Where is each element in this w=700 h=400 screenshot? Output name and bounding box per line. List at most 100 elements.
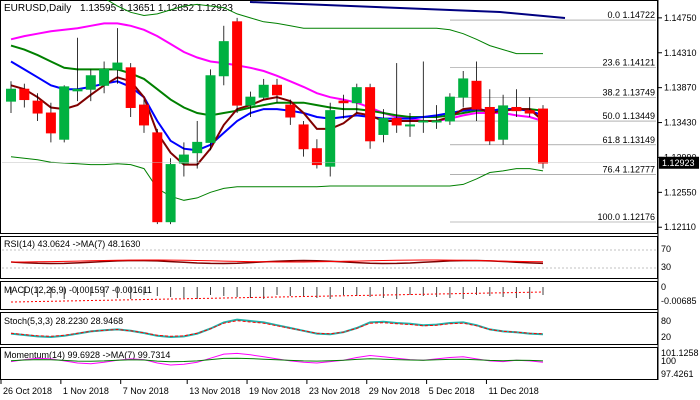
bull-candle-body [444, 96, 455, 122]
bull-candle-body [431, 120, 442, 123]
bear-candle-body [285, 104, 296, 118]
candle-7 [99, 61, 110, 94]
candle-32 [431, 105, 442, 129]
bear-candle-body [365, 87, 376, 142]
price-axis: 1.147501.143101.138701.134301.129901.125… [658, 13, 697, 232]
candle-35 [471, 61, 482, 121]
date-label-8: 11 Dec 2018 [488, 386, 538, 396]
bull-candle-body [258, 84, 269, 98]
momentum-tick-high: 101.1258 [661, 348, 699, 358]
candle-8 [112, 28, 123, 84]
bull-candle-body [378, 118, 389, 135]
ohlc-open: 1.13595 [80, 3, 117, 14]
ma-long-navy-line [249, 1, 566, 19]
date-label-4: 19 Nov 2018 [249, 386, 300, 396]
bull-candle-body [418, 120, 429, 123]
candle-38 [511, 89, 522, 117]
bull-candle-body [6, 88, 16, 102]
rsi-label: RSI(14) 43.0624 ->MA(7) 48.1630 [4, 239, 140, 249]
macd-tick-low: -0.00685 [661, 296, 697, 306]
momentum-lines [10, 352, 544, 366]
candle-31 [418, 61, 429, 133]
candle-24 [325, 102, 336, 177]
price-tick-label-0: 1.14750 [664, 13, 697, 23]
bollinger-bands [10, 0, 544, 201]
bear-candle-body [32, 100, 43, 114]
candle-25 [338, 94, 349, 119]
bull-candle-body [405, 124, 415, 127]
price-tick-label-1: 1.14310 [664, 48, 697, 58]
bear-candle-body [511, 106, 522, 112]
rsi-line [10, 259, 544, 265]
bull-candle-body [178, 154, 189, 164]
fib-label-6: 100.0 1.12176 [597, 212, 655, 222]
candle-6 [85, 69, 96, 102]
fib-label-2: 38.2 1.13749 [602, 87, 655, 97]
bull-candle-body [192, 141, 203, 154]
date-label-7: 5 Dec 2018 [429, 386, 475, 396]
stoch-k-line [10, 318, 544, 339]
date-label-0: 26 Oct 2018 [3, 386, 52, 396]
candle-19 [258, 78, 269, 100]
bear-candle-body [484, 106, 495, 142]
fibonacci-levels: 0.0 1.14722 23.6 1.14121 38.2 1.13749 50.0 … [450, 10, 656, 223]
candlesticks [6, 17, 548, 225]
price-tick-label-2: 1.13870 [664, 83, 697, 93]
bull-candle-body [351, 87, 362, 104]
fib-label-5: 76.4 1.12777 [602, 164, 655, 174]
bear-candle-body [538, 108, 548, 164]
current-price-box [659, 156, 699, 169]
bear-candle-body [139, 104, 149, 126]
bear-candle-body [311, 148, 322, 166]
fib-label-1: 23.6 1.14121 [602, 58, 655, 68]
candle-22 [298, 120, 309, 157]
bear-candle-body [272, 84, 282, 96]
bear-candle-body [524, 110, 535, 114]
current-price-label: 1.12923 [662, 158, 695, 168]
candle-10 [139, 99, 149, 133]
bull-candle-body [112, 62, 123, 70]
price-tick-label-5: 1.12550 [664, 187, 697, 197]
momentum-label: Momentum(14) 99.6928 ->MA(7) 99.7314 [4, 350, 170, 360]
bull-candle-body [325, 110, 336, 167]
candle-29 [391, 63, 402, 133]
candle-14 [192, 120, 203, 169]
candle-27 [365, 83, 376, 149]
stochastic-lines [10, 318, 544, 339]
candle-37 [498, 94, 509, 145]
timeframe-label: Daily [49, 3, 72, 14]
bull-candle-body [498, 105, 509, 140]
candle-1 [19, 83, 30, 108]
date-label-6: 29 Nov 2018 [369, 386, 420, 396]
price-tick-label-3: 1.13430 [664, 118, 697, 128]
candle-28 [378, 109, 389, 143]
bear-candle-body [232, 21, 243, 106]
candle-11 [152, 128, 163, 225]
candle-39 [524, 97, 535, 117]
candle-15 [205, 69, 216, 151]
bear-candle-body [391, 118, 402, 126]
momentum-line [10, 352, 544, 366]
bear-candle-body [152, 132, 163, 223]
bull-candle-body [245, 96, 256, 106]
date-label-5: 23 Nov 2018 [309, 386, 360, 396]
candle-4 [59, 85, 70, 143]
candle-23 [311, 139, 322, 169]
bull-candle-body [165, 164, 176, 223]
bear-candle-body [338, 100, 349, 104]
candle-17 [232, 17, 243, 114]
candle-30 [405, 113, 415, 137]
stoch-label: Stoch(5,3,3) 28.2230 28.9468 [4, 316, 123, 326]
candle-20 [272, 78, 282, 103]
current-price-marker: 1.12923 [2, 156, 699, 169]
date-axis: 26 Oct 2018 1 Nov 2018 7 Nov 2018 13 Nov 20… [0, 380, 539, 396]
price-tick-label-6: 1.12110 [664, 222, 696, 232]
date-label-3: 13 Nov 2018 [189, 386, 240, 396]
candle-40 [538, 105, 548, 169]
candle-26 [351, 83, 362, 114]
fib-label-3: 50.0 1.13449 [602, 111, 655, 121]
fib-label-0: 0.0 1.14722 [607, 10, 655, 20]
rsi-lines [2, 249, 656, 269]
stoch-tick-80: 80 [661, 316, 671, 326]
